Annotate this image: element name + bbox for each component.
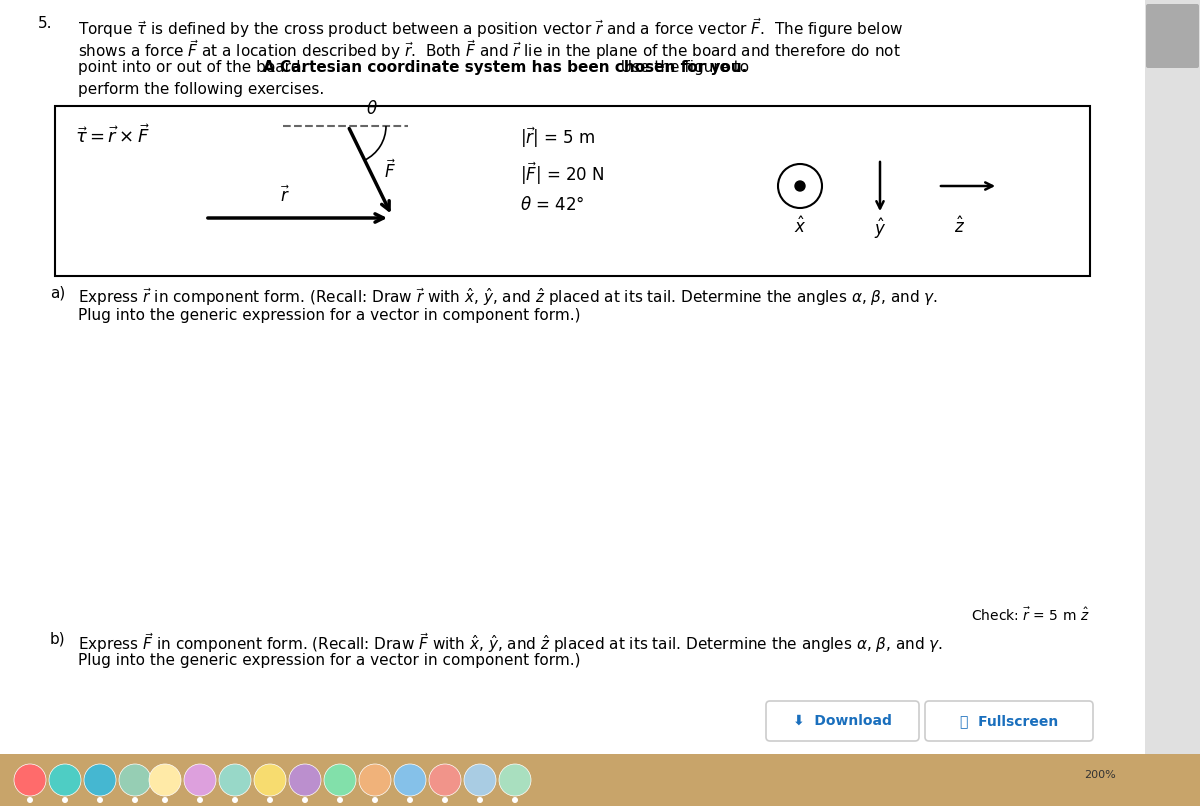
Circle shape	[394, 764, 426, 796]
Circle shape	[499, 764, 530, 796]
Text: $\hat{y}$: $\hat{y}$	[874, 216, 887, 240]
Text: A Cartesian coordinate system has been chosen for you.: A Cartesian coordinate system has been c…	[263, 60, 748, 75]
Text: $\vec{\tau} = \vec{r} \times \vec{F}$: $\vec{\tau} = \vec{r} \times \vec{F}$	[74, 124, 150, 147]
Circle shape	[84, 764, 116, 796]
Text: Express $\vec{F}$ in component form. (Recall: Draw $\vec{F}$ with $\hat{x}$, $\h: Express $\vec{F}$ in component form. (Re…	[78, 631, 943, 655]
Text: $\vec{F}$: $\vec{F}$	[384, 160, 396, 182]
Circle shape	[62, 797, 68, 803]
Circle shape	[149, 764, 181, 796]
Circle shape	[464, 764, 496, 796]
Text: Use the figure to: Use the figure to	[611, 60, 749, 75]
Bar	[55, 106, 1090, 276]
Circle shape	[49, 764, 82, 796]
Text: Torque $\vec{\tau}$ is defined by the cross product between a position vector $\: Torque $\vec{\tau}$ is defined by the cr…	[78, 16, 904, 40]
Text: $\hat{x}$: $\hat{x}$	[793, 216, 806, 237]
Text: a): a)	[50, 286, 65, 301]
Text: $\theta$: $\theta$	[366, 100, 378, 118]
Circle shape	[407, 797, 413, 803]
Circle shape	[442, 797, 448, 803]
Circle shape	[266, 797, 274, 803]
Text: Express $\vec{r}$ in component form. (Recall: Draw $\vec{r}$ with $\hat{x}$, $\h: Express $\vec{r}$ in component form. (Re…	[78, 286, 938, 308]
FancyBboxPatch shape	[925, 701, 1093, 741]
Circle shape	[197, 797, 203, 803]
Circle shape	[372, 797, 378, 803]
Text: Plug into the generic expression for a vector in component form.): Plug into the generic expression for a v…	[78, 308, 581, 323]
Text: $\vec{r}$: $\vec{r}$	[280, 185, 290, 206]
Bar	[0, 754, 1200, 806]
Circle shape	[289, 764, 322, 796]
FancyBboxPatch shape	[1146, 4, 1199, 68]
Circle shape	[778, 164, 822, 208]
Text: 200%: 200%	[1084, 770, 1116, 780]
Text: $|\vec{F}|$ = 20 N: $|\vec{F}|$ = 20 N	[520, 161, 605, 188]
Circle shape	[184, 764, 216, 796]
Text: perform the following exercises.: perform the following exercises.	[78, 82, 324, 97]
Circle shape	[97, 797, 103, 803]
Text: 5.: 5.	[38, 16, 53, 31]
Circle shape	[232, 797, 238, 803]
Circle shape	[324, 764, 356, 796]
Bar	[1145, 0, 1200, 806]
Circle shape	[430, 764, 461, 796]
Circle shape	[478, 797, 482, 803]
Circle shape	[132, 797, 138, 803]
Circle shape	[796, 181, 805, 191]
Circle shape	[119, 764, 151, 796]
Circle shape	[337, 797, 343, 803]
Circle shape	[28, 797, 34, 803]
Text: ⬜  Fullscreen: ⬜ Fullscreen	[960, 714, 1058, 728]
Circle shape	[512, 797, 518, 803]
Circle shape	[14, 764, 46, 796]
Text: $\theta$ = 42°: $\theta$ = 42°	[520, 196, 584, 214]
Text: b): b)	[50, 631, 66, 646]
Text: point into or out of the board.: point into or out of the board.	[78, 60, 316, 75]
Circle shape	[254, 764, 286, 796]
Text: $\hat{z}$: $\hat{z}$	[954, 216, 966, 237]
Circle shape	[162, 797, 168, 803]
FancyBboxPatch shape	[766, 701, 919, 741]
Circle shape	[302, 797, 308, 803]
Text: ⬇  Download: ⬇ Download	[793, 714, 892, 728]
Circle shape	[220, 764, 251, 796]
Text: shows a force $\vec{F}$ at a location described by $\vec{r}$.  Both $\vec{F}$ an: shows a force $\vec{F}$ at a location de…	[78, 38, 901, 62]
Circle shape	[359, 764, 391, 796]
Text: $|\vec{r}|$ = 5 m: $|\vec{r}|$ = 5 m	[520, 126, 595, 151]
Text: Check: $\vec{r}$ = 5 m $\hat{z}$: Check: $\vec{r}$ = 5 m $\hat{z}$	[971, 606, 1090, 624]
Text: Plug into the generic expression for a vector in component form.): Plug into the generic expression for a v…	[78, 653, 581, 668]
